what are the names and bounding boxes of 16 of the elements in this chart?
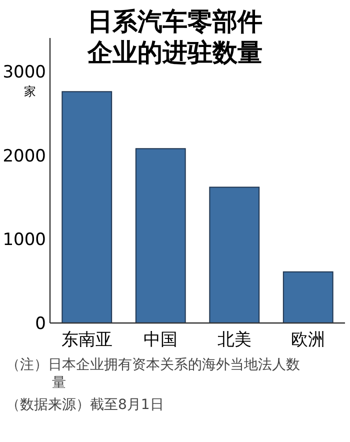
y-tick-label: 3000 bbox=[2, 62, 46, 83]
bar bbox=[282, 271, 334, 324]
bar bbox=[135, 148, 186, 324]
bar bbox=[62, 91, 112, 324]
x-tick-label: 北美 bbox=[217, 330, 252, 350]
x-tick-label: 中国 bbox=[144, 330, 178, 350]
text: （数据来源）截至8月1日 bbox=[6, 396, 165, 414]
y-tick-label: 1000 bbox=[2, 230, 46, 250]
x-tick-label: 欧洲 bbox=[291, 330, 326, 350]
chart-title: 日系汽车零部件企业的进驻数量 bbox=[86, 7, 262, 67]
y-axis-title: 家 bbox=[24, 84, 36, 99]
bar bbox=[209, 186, 260, 324]
y-tick-label: 0 bbox=[35, 314, 46, 334]
x-tick-label: 东南亚 bbox=[61, 330, 112, 350]
text: （注）日本企业拥有资本关系的海外当地法人数量 bbox=[6, 356, 301, 392]
y-tick-label: 2000 bbox=[2, 146, 46, 166]
